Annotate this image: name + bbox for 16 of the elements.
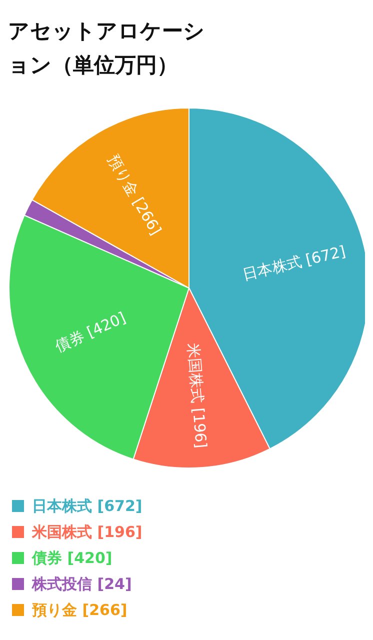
- legend-label: 預り金: [31, 601, 77, 619]
- text: [420]: [67, 549, 112, 567]
- text: [266]: [82, 601, 128, 619]
- data-label: [24]: [92, 575, 132, 593]
- slice-label: 日本株式: [240, 252, 304, 284]
- data-label: [196]: [188, 402, 210, 449]
- legend-label: 債券: [31, 549, 62, 567]
- text: [196]: [97, 523, 142, 541]
- chart-title: アセットアロケーション（単位万円）: [8, 19, 205, 77]
- legend-label: 米国株式: [31, 523, 92, 541]
- data-label: [672]: [304, 242, 348, 270]
- legend-label: 日本株式: [32, 497, 92, 515]
- text: [672]: [97, 497, 142, 515]
- slice-label: 債券: [52, 326, 88, 356]
- slice-label: 米国株式: [184, 342, 207, 404]
- legend-label: 株式投信: [31, 575, 92, 593]
